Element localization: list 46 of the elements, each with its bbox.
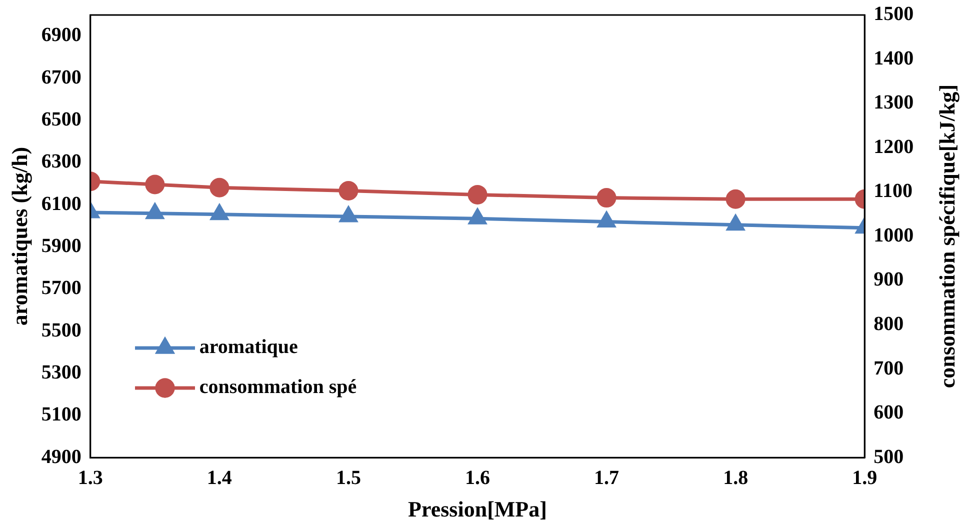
x-tick-label: 1.5 bbox=[336, 466, 361, 489]
x-tick-label: 1.6 bbox=[465, 466, 490, 489]
x-axis-title: Pression[MPa] bbox=[408, 496, 547, 522]
y2-tick-label: 1000 bbox=[874, 224, 914, 246]
y2-tick-label: 1500 bbox=[874, 3, 914, 26]
y2-tick-label: 1300 bbox=[874, 92, 914, 114]
y-tick-label: 6100 bbox=[41, 192, 82, 215]
point bbox=[726, 215, 744, 231]
y2-tick-label: 800 bbox=[874, 312, 904, 335]
x-tick-label: 1.7 bbox=[594, 466, 620, 489]
x-tick-label: 1.9 bbox=[852, 466, 878, 489]
y-tick-label: 6500 bbox=[41, 108, 82, 131]
y-tick-label: 5700 bbox=[41, 277, 82, 300]
x-tick-label: 1.8 bbox=[723, 466, 748, 489]
y-tick-label: 4900 bbox=[41, 446, 82, 468]
y2-tick-label: 600 bbox=[874, 402, 904, 424]
y2-tick-label: 500 bbox=[874, 446, 904, 468]
y-tick-label: 5300 bbox=[41, 361, 82, 384]
point bbox=[146, 204, 164, 220]
y-tick-label: 5100 bbox=[41, 404, 82, 426]
y-tick-label: 6900 bbox=[41, 24, 82, 46]
y-tick-label: 6700 bbox=[41, 66, 82, 88]
point bbox=[598, 212, 616, 228]
y-axis-title: aromatiques (kg/h) bbox=[6, 146, 32, 326]
point bbox=[596, 188, 616, 208]
x-tick-label: 1.3 bbox=[78, 466, 103, 489]
y-tick-label: 5500 bbox=[41, 319, 82, 342]
legend-label: aromatique bbox=[199, 336, 298, 360]
point bbox=[210, 204, 228, 220]
point bbox=[210, 178, 230, 198]
point bbox=[340, 206, 358, 222]
y2-tick-label: 1400 bbox=[874, 47, 914, 70]
point bbox=[145, 174, 165, 194]
y2-tick-label: 1100 bbox=[874, 180, 913, 202]
y-tick-label: 6300 bbox=[41, 150, 82, 173]
legend-label: consommation spé bbox=[199, 376, 357, 400]
point bbox=[468, 184, 488, 204]
x-tick-label: 1.4 bbox=[206, 466, 232, 489]
y-tick-label: 5900 bbox=[41, 235, 82, 258]
y2-tick-label: 900 bbox=[874, 268, 904, 291]
point bbox=[726, 189, 746, 209]
point bbox=[338, 180, 358, 200]
point bbox=[468, 208, 486, 224]
y2-axis-title: consommation spécifique[kJ/kg] bbox=[934, 84, 960, 388]
y2-tick-label: 700 bbox=[874, 357, 904, 380]
y2-tick-label: 1200 bbox=[874, 136, 914, 158]
